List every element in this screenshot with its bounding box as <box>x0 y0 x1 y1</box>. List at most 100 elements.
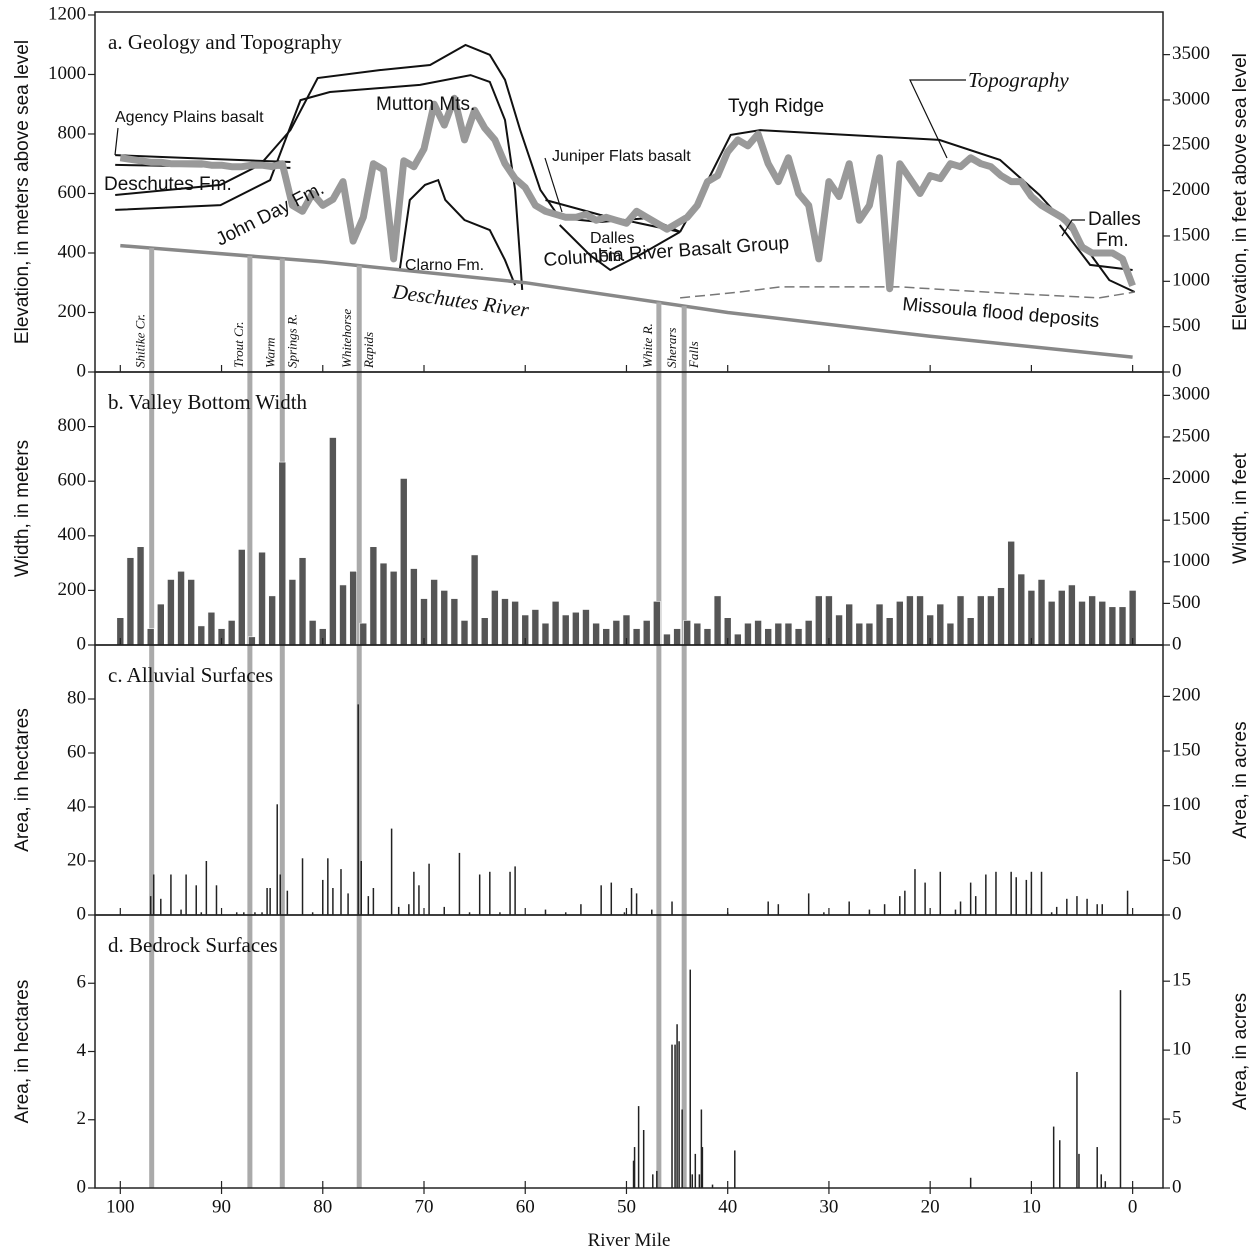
bar <box>541 622 550 646</box>
bar <box>683 620 692 646</box>
x-tick-label: 20 <box>921 1196 940 1217</box>
geologic-contact <box>115 154 291 163</box>
y-tick-label: 6 <box>77 972 87 993</box>
tributary-label: Springs R. <box>284 314 299 368</box>
y2-tick-label: 1000 <box>1172 550 1210 571</box>
bar <box>197 625 206 646</box>
bar <box>511 601 519 646</box>
annotation: Juniper Flats basalt <box>552 148 691 165</box>
y-tick-label: 200 <box>58 301 87 322</box>
bar <box>480 617 489 646</box>
y-tick-label: 400 <box>58 241 87 262</box>
x-tick-label: 50 <box>617 1196 636 1217</box>
bar <box>258 551 266 646</box>
bar <box>1047 601 1056 646</box>
bar <box>237 549 246 646</box>
x-tick-label: 80 <box>313 1196 332 1217</box>
bar <box>734 633 742 646</box>
y2-tick-label: 200 <box>1172 685 1201 706</box>
y-tick-label: 800 <box>58 122 87 143</box>
y2-axis-label: Area, in acres <box>1230 993 1251 1110</box>
tributary-label: Shitike Cr. <box>133 314 148 368</box>
x-tick-label: 10 <box>1022 1196 1041 1217</box>
y2-tick-label: 2000 <box>1172 179 1210 200</box>
y-tick-label: 800 <box>58 415 87 436</box>
bar <box>288 579 297 646</box>
annotation: Dalles <box>1088 209 1141 230</box>
bar <box>895 601 904 646</box>
panel-title: a. Geology and Topography <box>108 30 342 54</box>
bar <box>1098 601 1107 646</box>
series-label: Topography <box>968 68 1069 92</box>
series-line <box>120 243 1133 359</box>
bar <box>642 620 651 646</box>
geologic-contact <box>398 178 517 286</box>
tributary-label: White R. <box>640 323 655 368</box>
y2-tick-label: 100 <box>1172 794 1201 815</box>
bar <box>551 601 560 646</box>
bar <box>794 628 803 646</box>
geologic-contact <box>545 199 681 233</box>
bar <box>835 614 843 646</box>
bar <box>126 557 135 646</box>
y-tick-label: 0 <box>77 360 87 381</box>
bar <box>298 557 307 646</box>
geologic-contact <box>679 129 1136 293</box>
bar <box>146 628 155 646</box>
bar <box>875 603 884 646</box>
bar <box>157 603 165 646</box>
tributary-label: Trout Cr. <box>231 322 246 369</box>
bar <box>966 617 975 646</box>
bar <box>1108 606 1117 646</box>
geologic-contact <box>680 286 1135 299</box>
bar <box>855 622 864 646</box>
geologic-contact <box>115 74 524 290</box>
bar <box>1128 590 1137 646</box>
bar <box>1037 579 1046 646</box>
annotation: Mutton Mts. <box>376 94 475 115</box>
bar <box>774 622 783 646</box>
bar <box>744 622 752 646</box>
annotation: Dalles <box>590 230 634 247</box>
bar <box>815 595 823 646</box>
bar <box>268 595 276 646</box>
bar <box>582 609 590 646</box>
x-tick-label: 70 <box>415 1196 434 1217</box>
bar <box>997 587 1005 646</box>
tributary-label: Sherars <box>664 328 679 368</box>
bar <box>167 579 175 646</box>
bar <box>278 461 287 646</box>
bar <box>501 598 509 646</box>
y-tick-label: 1200 <box>48 3 86 24</box>
geologic-contact <box>558 224 681 272</box>
y2-tick-label: 1000 <box>1172 270 1210 291</box>
annotation: Deschutes Fm. <box>104 174 232 195</box>
leader-line <box>544 157 563 213</box>
bar <box>369 546 378 646</box>
annotation: Fm. <box>1096 230 1129 251</box>
bar <box>389 570 398 646</box>
bar <box>450 598 459 646</box>
series-line <box>119 94 1136 293</box>
y2-tick-label: 2500 <box>1172 425 1210 446</box>
annotation: Fm. <box>598 248 626 265</box>
x-tick-label: 30 <box>819 1196 838 1217</box>
bar <box>1057 590 1066 646</box>
y2-tick-label: 1500 <box>1172 509 1210 530</box>
bar <box>359 622 368 646</box>
bar <box>177 570 185 646</box>
bar <box>592 622 600 646</box>
bar <box>1088 595 1096 646</box>
bar <box>764 628 772 646</box>
y2-tick-label: 0 <box>1172 633 1182 654</box>
bar <box>1078 601 1086 646</box>
y-tick-label: 80 <box>67 687 86 708</box>
x-tick-label: 0 <box>1128 1196 1138 1217</box>
bar <box>845 603 853 646</box>
bar <box>865 622 874 646</box>
y-tick-label: 0 <box>77 903 87 924</box>
y-tick-label: 60 <box>67 741 86 762</box>
y2-tick-label: 5 <box>1172 1107 1182 1128</box>
bar <box>632 628 641 646</box>
y-tick-label: 2 <box>77 1108 87 1129</box>
